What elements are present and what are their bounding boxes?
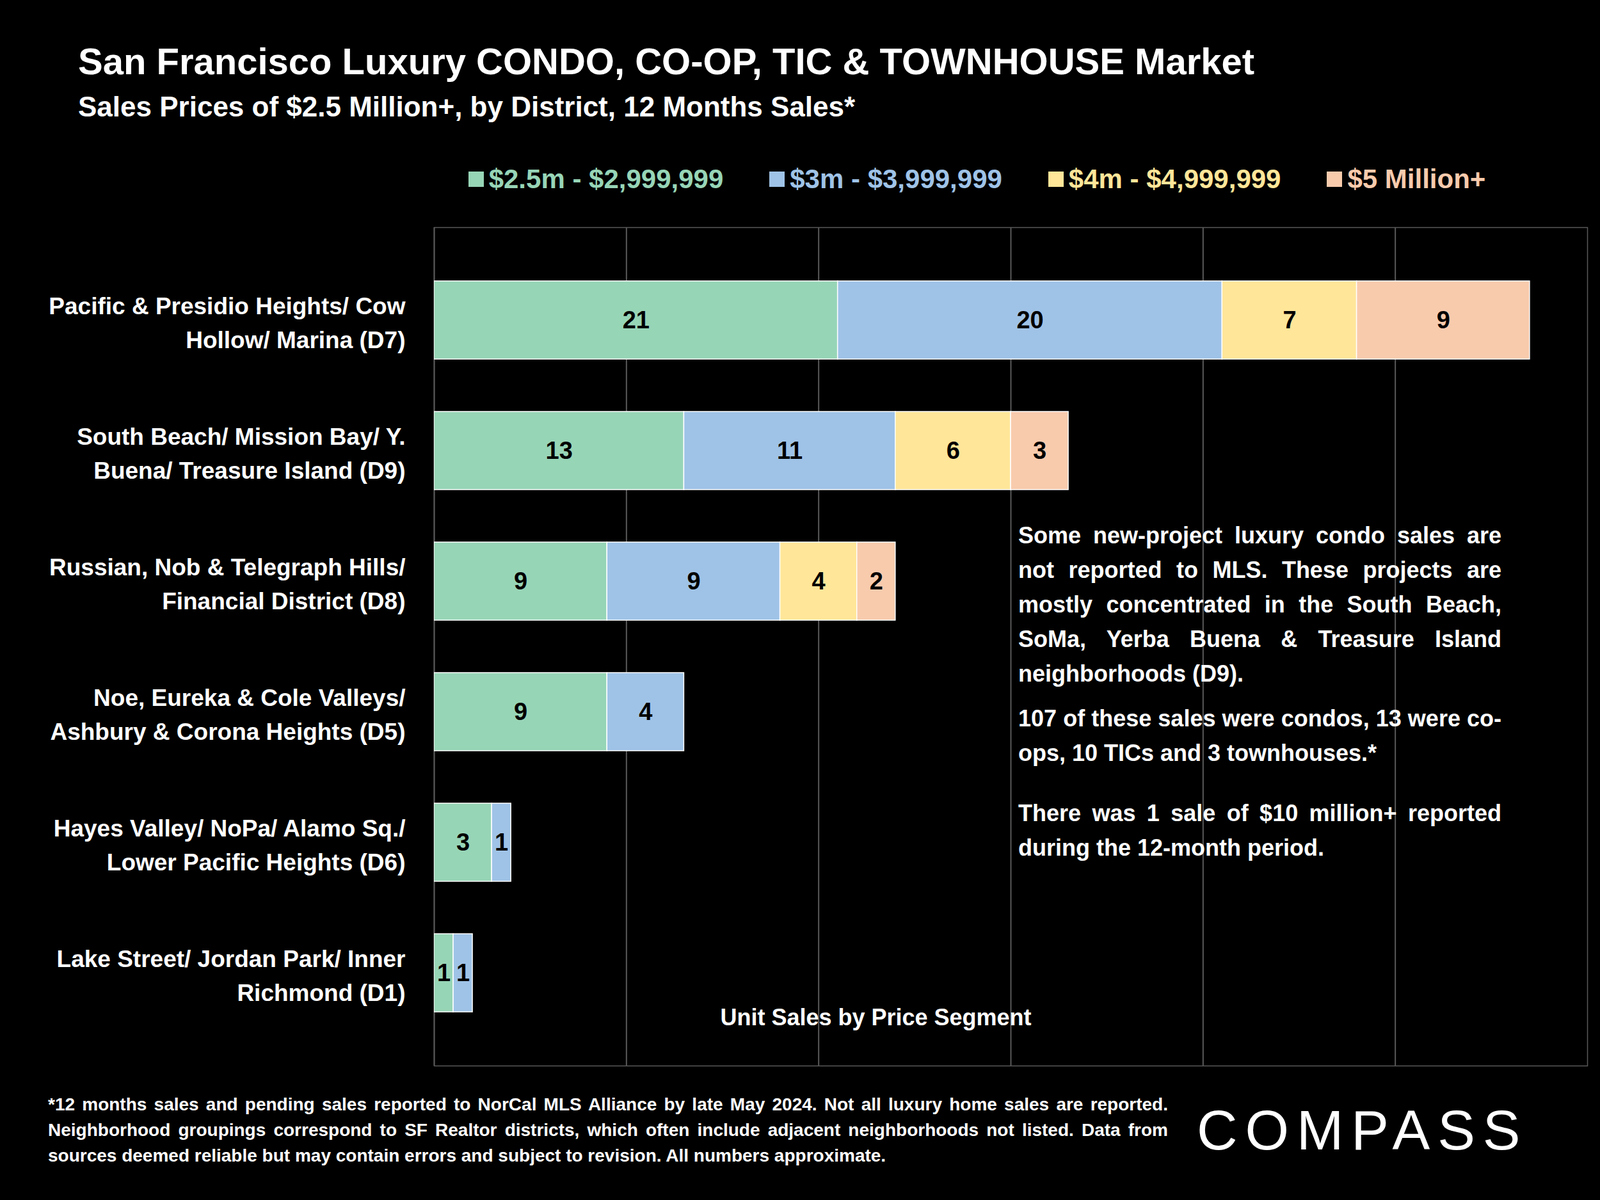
html-text:$5 Million+: $5 Million+: [1347, 163, 1486, 194]
svg-text:Unit Sales by Price Segment: Unit Sales by Price Segment: [720, 1004, 1032, 1031]
svg-text:1: 1: [456, 959, 470, 987]
html-text:$2.5m - $2,999,999: $2.5m - $2,999,999: [488, 163, 724, 194]
svg-text:20: 20: [1016, 306, 1044, 334]
svg-text:9: 9: [513, 698, 528, 726]
svg-text:9: 9: [1436, 306, 1451, 334]
html-text:*12 months sales and pending s: *12 months sales and pending sales repor…: [48, 1094, 1168, 1166]
html-text:$4m - $4,999,999: $4m - $4,999,999: [1068, 163, 1281, 194]
html-text:COMPASS: COMPASS: [1196, 1098, 1529, 1162]
svg-text:11: 11: [776, 437, 803, 464]
svg-text:2: 2: [869, 567, 884, 595]
html-text:San Francisco Luxury CONDO, CO: San Francisco Luxury CONDO, CO-OP, TIC &…: [78, 40, 1255, 82]
svg-text:Noe, Eureka & Cole Valleys/Ash: Noe, Eureka & Cole Valleys/Ashbury & Cor…: [49, 684, 406, 746]
svg-text:13: 13: [545, 437, 573, 464]
svg-text:Pacific & Presidio Heights/ Co: Pacific & Presidio Heights/ CowHollow/ M…: [48, 293, 406, 354]
svg-text:1: 1: [437, 959, 451, 987]
svg-text:9: 9: [686, 567, 701, 595]
html-text:$3m - $3,999,999: $3m - $3,999,999: [789, 163, 1003, 194]
svg-text:4: 4: [638, 698, 653, 726]
svg-text:6: 6: [946, 437, 960, 464]
svg-text:9: 9: [513, 567, 528, 595]
svg-text:4: 4: [812, 567, 826, 595]
svg-text:21: 21: [622, 306, 650, 334]
svg-text:South Beach/ Mission Bay/ Y.Bu: South Beach/ Mission Bay/ Y.Buena/ Treas…: [76, 423, 406, 485]
html-text:There was 1 sale of $10 millio: There was 1 sale of $10 million+ reporte…: [1018, 800, 1502, 861]
html-text:Sales Prices of $2.5 Million+,: Sales Prices of $2.5 Million+, by Distri…: [78, 90, 856, 123]
svg-text:7: 7: [1282, 306, 1296, 334]
svg-text:Russian, Nob & Telegraph Hills: Russian, Nob & Telegraph Hills/Financial…: [49, 554, 406, 616]
svg-text:Lake Street/ Jordan Park/ Inne: Lake Street/ Jordan Park/ InnerRichmond …: [56, 945, 406, 1007]
svg-text:3: 3: [1032, 437, 1047, 464]
html-text:Some new-project luxury condo: Some new-project luxury condo sales are …: [1018, 522, 1502, 687]
svg-text:1: 1: [494, 828, 509, 856]
svg-text:Hayes Valley/ NoPa/ Alamo Sq./: Hayes Valley/ NoPa/ Alamo Sq./Lower Paci…: [53, 815, 406, 877]
svg-text:3: 3: [456, 828, 470, 856]
html-text:107 of these sales were condos: 107 of these sales were condos, 13 were …: [1018, 705, 1502, 767]
